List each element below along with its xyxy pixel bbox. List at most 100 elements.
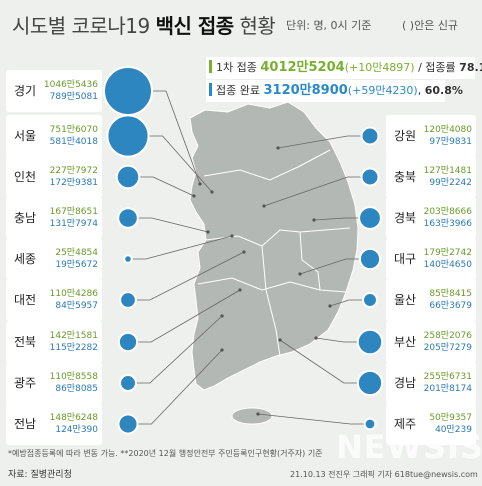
leader-line-11 [263, 176, 362, 207]
region-label-17: 제주 50만9357 40만239 [386, 403, 476, 445]
full-dose-rate: 60.8% [424, 84, 463, 97]
region-label-5: 세종 25만4854 19만5672 [6, 238, 102, 280]
first-dose-count: 167만8651 [49, 207, 98, 217]
region-name: 울산 [393, 293, 417, 307]
bubble-6 [119, 291, 137, 309]
region-name: 서울 [13, 129, 37, 143]
first-dose-count: 148만6248 [49, 413, 98, 423]
newsis-watermark: NEWSIS [336, 428, 482, 466]
full-dose-count: 86만8085 [55, 384, 98, 394]
credit: 21.10.13 전진우 그래픽 기자 618tue@newsis.com [290, 470, 478, 479]
region-name: 강원 [393, 129, 417, 143]
leader-line-3 [139, 176, 195, 197]
full-dose-count: 97만9831 [429, 137, 472, 147]
title-part1: 시도별 코로나19 [12, 14, 156, 38]
leader-dot-3 [192, 194, 196, 198]
region-label-15: 부산 258만2076 205만7279 [386, 321, 476, 363]
region-label-12: 경북 203만8666 163만3966 [386, 197, 476, 239]
first-dose-count: 258만2076 [423, 331, 472, 341]
page-title: 시도별 코로나19 백신 접종 현황 [12, 10, 276, 39]
bubble-3 [115, 164, 141, 190]
region-label-6: 대전 110만4286 84만5957 [6, 279, 102, 321]
region-name: 전북 [13, 335, 37, 349]
full-dose-rate-sep: , [417, 84, 422, 97]
first-dose-count: 227만7972 [49, 166, 98, 176]
leader-line-10 [277, 135, 362, 149]
region-border-1 [203, 149, 331, 181]
leader-lines [131, 90, 365, 425]
first-dose-count: 255만6731 [423, 372, 472, 382]
full-dose-count: 581만4018 [49, 137, 98, 147]
first-dose-label: 1차 접종 [216, 61, 257, 74]
region-label-3: 인천 227만7972 172만9381 [6, 156, 102, 198]
leader-line-8 [135, 315, 223, 384]
full-dose-new: (+59만4230) [347, 84, 418, 97]
region-name: 충남 [13, 211, 37, 225]
leader-line-17 [257, 413, 365, 425]
bubble-10 [360, 126, 380, 146]
leader-dot-15 [314, 336, 318, 340]
summary-full-dose: 접종 완료 3120만8900(+59만4230), 60.8% [206, 80, 463, 102]
full-dose-count: 124만390 [55, 425, 98, 435]
leader-dot-5 [230, 234, 234, 238]
leader-line-14 [329, 299, 364, 307]
first-dose-new: (+10만4897) [344, 61, 415, 74]
leader-line-13 [299, 258, 360, 275]
first-dose-rate: 78.1% [459, 61, 482, 74]
region-label-2: 서울 751만6070 581만4018 [6, 115, 102, 157]
leader-line-6 [135, 251, 245, 301]
bubble-12 [358, 206, 382, 230]
bubble-7 [117, 331, 139, 353]
bubble-9 [117, 413, 139, 435]
region-label-14: 울산 85만8415 66만3679 [386, 279, 476, 321]
first-dose-count: 120만4080 [423, 125, 472, 135]
region-name: 경북 [393, 211, 417, 225]
region-label-4: 충남 167만8651 131만7974 [6, 197, 102, 239]
region-name: 인천 [13, 170, 37, 184]
leader-dot-11 [262, 204, 266, 208]
first-dose-count: 142만1581 [49, 331, 98, 341]
leader-line-12 [313, 217, 360, 221]
bubble-1 [103, 66, 153, 116]
region-label-11: 충북 127만1481 99만2242 [386, 156, 476, 198]
bubble-8 [119, 374, 137, 392]
first-dose-count: 25만4854 [55, 248, 98, 258]
full-dose-count: 163만3966 [423, 219, 472, 229]
leader-dot-2 [210, 190, 214, 194]
full-dose-count: 789만5081 [49, 92, 98, 102]
leader-dot-17 [256, 412, 260, 416]
region-name: 대전 [13, 293, 37, 307]
leader-dot-14 [328, 304, 332, 308]
bubble-13 [358, 247, 382, 271]
region-border-4 [261, 245, 281, 357]
first-dose-count: 85만8415 [429, 289, 472, 299]
region-label-8: 광주 110만8558 86만8085 [6, 362, 102, 404]
leader-line-2 [148, 135, 213, 193]
leader-line-4 [137, 217, 209, 233]
leader-line-16 [279, 339, 358, 384]
full-dose-marker [209, 83, 212, 96]
jeju-shape [231, 407, 273, 425]
leader-dot-10 [276, 146, 280, 150]
bubble-14 [362, 292, 378, 308]
first-dose-value: 4012만5204 [260, 60, 345, 75]
region-label-10: 강원 120만4080 97만9831 [386, 115, 476, 157]
first-dose-marker [209, 60, 212, 73]
first-dose-rate-label: / 접종률 [418, 61, 456, 74]
leader-line-9 [137, 349, 223, 425]
bubble-4 [117, 207, 139, 229]
full-dose-count: 201만8174 [423, 384, 472, 394]
region-label-13: 대구 179만2742 140만4650 [386, 238, 476, 280]
full-dose-count: 172만9381 [49, 178, 98, 188]
full-dose-count: 140만4650 [423, 260, 472, 270]
summary-first-dose: 1차 접종 4012만5204(+10만4897) / 접종률 78.1% [206, 57, 482, 79]
first-dose-count: 110만4286 [49, 289, 98, 299]
full-dose-count: 115만2282 [49, 343, 98, 353]
title-part3: 현황 [233, 14, 276, 38]
full-dose-count: 205만7279 [423, 343, 472, 353]
leader-line-7 [137, 289, 241, 343]
region-border-6 [299, 231, 321, 291]
full-dose-count: 19만5672 [55, 260, 98, 270]
region-name: 부산 [393, 335, 417, 349]
